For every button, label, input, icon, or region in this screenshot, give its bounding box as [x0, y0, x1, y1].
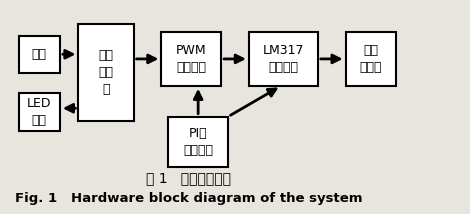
Text: 图 1   系统硬件结构: 图 1 系统硬件结构	[147, 171, 231, 185]
Text: PWM
稳定输出: PWM 稳定输出	[176, 44, 206, 74]
Bar	[161, 32, 221, 86]
Text: 电源
输出口: 电源 输出口	[360, 44, 382, 74]
Bar	[249, 32, 318, 86]
Bar	[18, 93, 60, 131]
Bar	[78, 24, 133, 121]
Text: 键盘: 键盘	[32, 48, 47, 61]
Text: LM317
稳压芯片: LM317 稳压芯片	[263, 44, 304, 74]
Text: LED
显示: LED 显示	[27, 97, 52, 127]
Text: 单片
机系
统: 单片 机系 统	[99, 49, 114, 96]
Text: PI型
滤波电路: PI型 滤波电路	[183, 127, 213, 157]
Bar	[168, 117, 228, 167]
Bar	[18, 36, 60, 73]
Text: Fig. 1   Hardware block diagram of the system: Fig. 1 Hardware block diagram of the sys…	[15, 192, 363, 205]
Bar	[345, 32, 396, 86]
